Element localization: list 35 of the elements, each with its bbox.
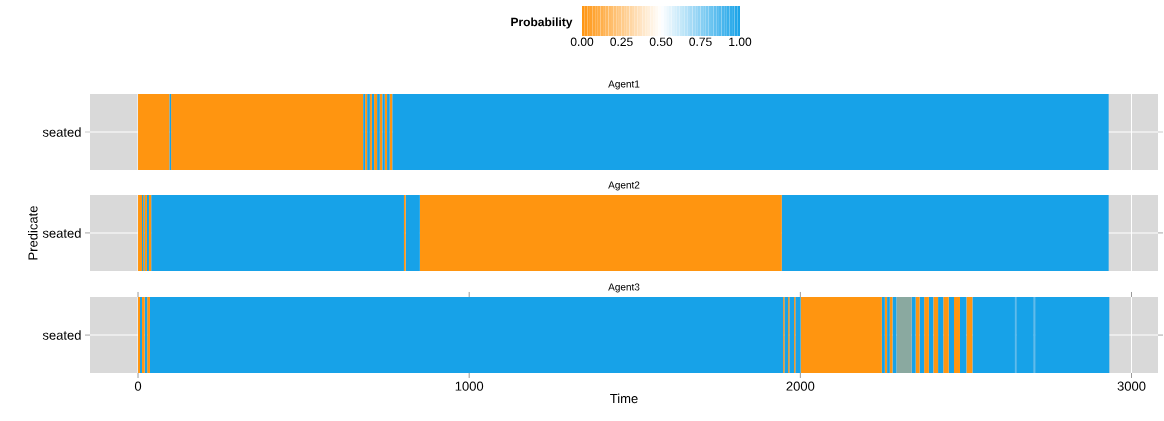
bar (933, 297, 939, 373)
color-bar-label: 0.25 (610, 37, 633, 47)
bar (171, 94, 364, 170)
bar (943, 297, 949, 373)
bar (948, 297, 955, 373)
x-tick-label: 1000 (455, 381, 484, 391)
bar (954, 297, 960, 373)
y-axis-title: Predicate (28, 206, 38, 260)
bar (915, 297, 920, 373)
color-bar-title: Probability (511, 17, 573, 29)
bar (938, 297, 944, 373)
x-axis-title: Time (610, 393, 638, 404)
bar (911, 297, 916, 373)
color-bar-label: 0.50 (649, 37, 673, 47)
bar (1035, 297, 1110, 373)
bar (896, 297, 912, 373)
chart-title: Agent1 (608, 80, 640, 90)
chart-title: Agent3 (608, 283, 640, 293)
bar (151, 195, 404, 271)
color-bar-label: 0.00 (570, 37, 594, 47)
x-tick-label: 0 (134, 381, 142, 391)
chart-title: Agent2 (608, 181, 640, 191)
bar (405, 195, 420, 271)
bar (800, 297, 882, 373)
y-tick-label: seated (42, 330, 81, 340)
y-tick-label: seated (42, 127, 81, 137)
bar (924, 297, 929, 373)
color-bar-label: 0.75 (689, 37, 712, 47)
bar (959, 297, 967, 373)
x-tick-label: 2000 (786, 381, 815, 391)
bar (781, 195, 1109, 271)
bar (138, 94, 170, 170)
x-tick-label: 3000 (1117, 381, 1146, 391)
y-tick-label: seated (42, 228, 81, 238)
color-bar-label: 1.00 (729, 37, 752, 47)
